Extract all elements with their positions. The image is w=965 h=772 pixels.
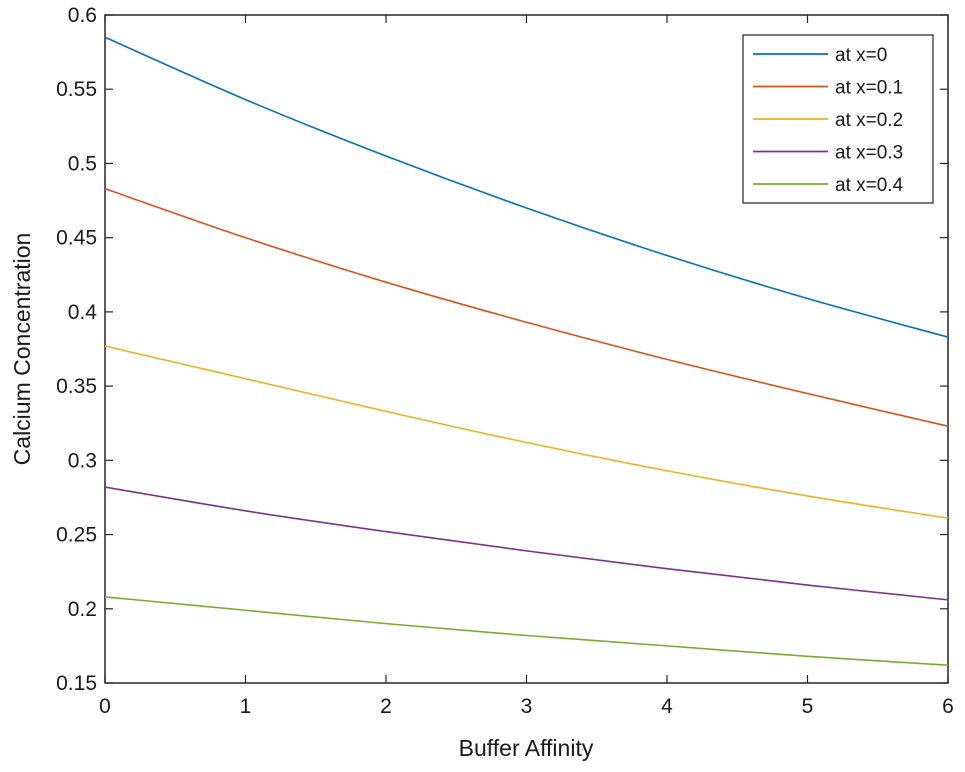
x-tick-label: 1	[240, 695, 252, 718]
legend-label-2: at x=0.2	[835, 110, 903, 131]
legend-label-1: at x=0.1	[835, 78, 903, 99]
series-line-4	[104, 596, 949, 666]
y-tick-label: 0.5	[68, 152, 97, 175]
x-axis-title: Buffer Affinity	[459, 735, 594, 761]
y-tick-label: 0.25	[56, 524, 97, 547]
x-tick-label: 0	[99, 695, 111, 718]
legend: at x=0 at x=0.1 at x=0.2 at x=0.3 at x=0.4	[742, 34, 934, 204]
x-tick-label: 2	[380, 695, 392, 718]
y-tick-label: 0.55	[56, 78, 97, 101]
x-tick-label: 6	[942, 695, 954, 718]
series-line-2	[104, 345, 949, 520]
y-tick-label: 0.3	[68, 449, 97, 472]
x-tick-label: 5	[802, 695, 814, 718]
y-tick-label: 0.35	[56, 375, 97, 398]
y-tick-label: 0.15	[56, 672, 97, 695]
y-tick-label: 0.2	[68, 598, 97, 621]
y-axis: 0.15 0.2 0.25 0.3 0.35 0.4 0.45 0.5 0.55 0.6	[56, 4, 948, 695]
x-axis: 0 1 2 3 4 5 6	[99, 15, 954, 718]
legend-label-0: at x=0	[835, 45, 887, 66]
y-tick-label: 0.45	[56, 227, 97, 250]
y-tick-label: 0.6	[68, 4, 97, 27]
legend-label-4: at x=0.4	[835, 175, 904, 196]
x-tick-label: 4	[661, 695, 673, 718]
y-tick-label: 0.4	[68, 301, 98, 324]
series-line-1	[104, 187, 949, 427]
series-lines	[104, 36, 949, 666]
series-line-3	[104, 486, 949, 601]
legend-label-3: at x=0.3	[835, 143, 903, 164]
y-axis-title: Calcium Concentration	[9, 233, 35, 466]
x-tick-label: 3	[521, 695, 533, 718]
series-line-0	[104, 36, 949, 338]
